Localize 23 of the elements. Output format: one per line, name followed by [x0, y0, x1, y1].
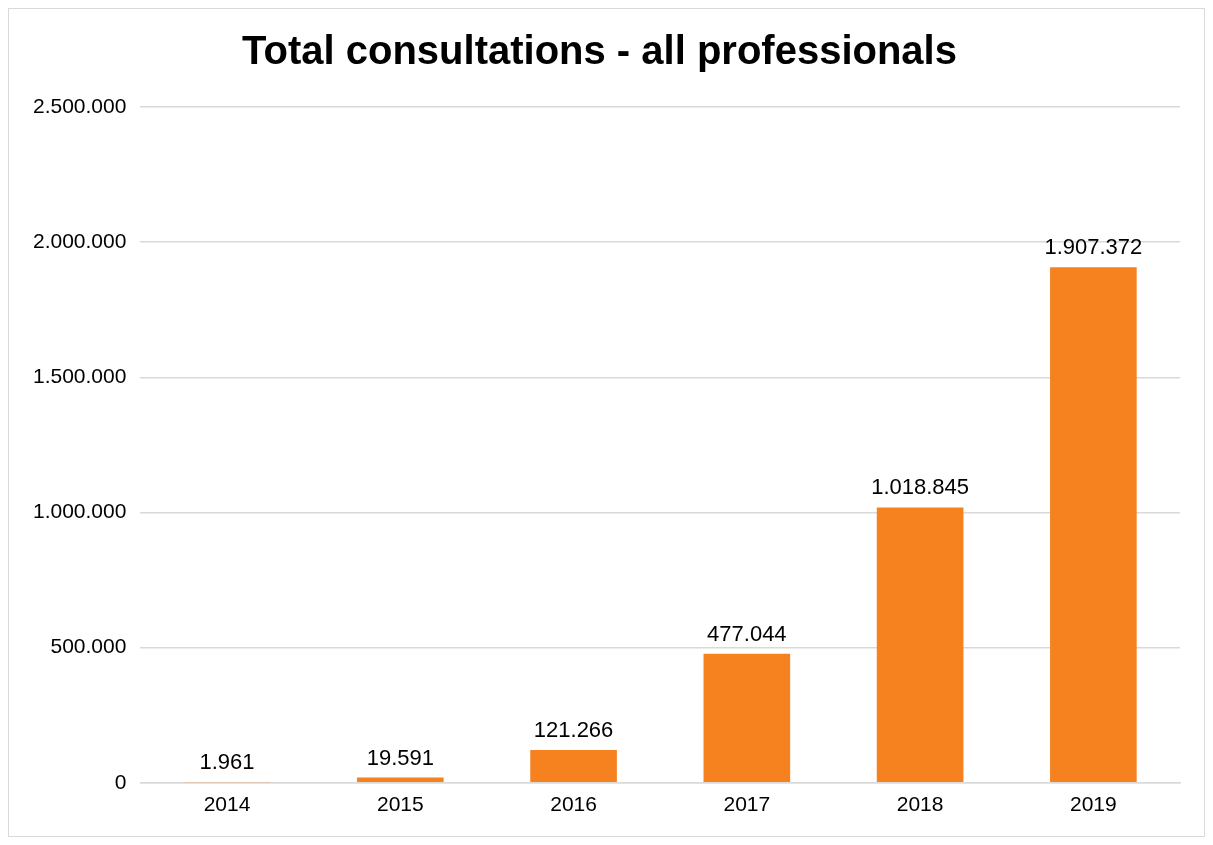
- x-tick-label: 2015: [376, 792, 424, 816]
- chart-title: Total consultations - all professionals: [242, 28, 957, 73]
- x-tick-label: 2017: [723, 792, 771, 816]
- bar: [703, 653, 791, 783]
- y-tick-label: 1.000.000: [32, 499, 127, 523]
- y-tick-label: 0: [114, 769, 127, 793]
- bar: [1050, 267, 1137, 783]
- y-tick-label: 1.500.000: [32, 364, 127, 388]
- y-tick-label: 500.000: [50, 634, 127, 658]
- bar: [530, 750, 617, 783]
- y-tick-label: 2.500.000: [32, 93, 127, 117]
- data-label: 477.044: [707, 620, 787, 646]
- data-label: 1.018.845: [871, 474, 970, 500]
- y-tick-label: 2.000.000: [32, 228, 127, 252]
- data-label: 19.591: [366, 744, 434, 770]
- x-tick-label: 2019: [1070, 792, 1117, 816]
- bar: [876, 507, 964, 783]
- x-tick-label: 2018: [896, 792, 944, 816]
- x-tick-label: 2016: [550, 792, 597, 816]
- data-label: 1.907.372: [1044, 234, 1143, 260]
- data-label: 1.961: [199, 749, 255, 775]
- data-label: 121.266: [533, 717, 614, 743]
- x-tick-label: 2014: [203, 792, 251, 816]
